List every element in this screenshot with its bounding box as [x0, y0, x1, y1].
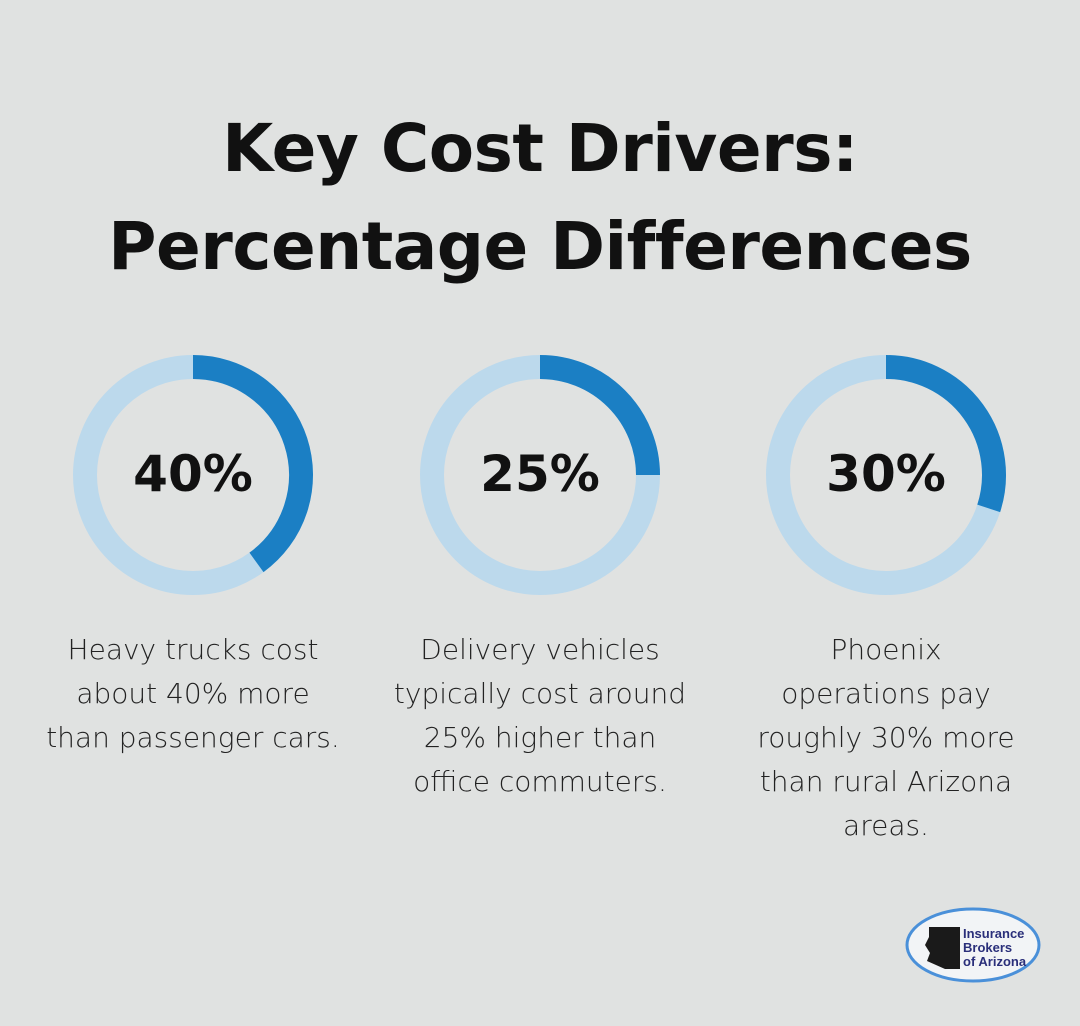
donut-value-arc: [539, 355, 660, 476]
stat-description: Delivery vehicles typically cost around …: [393, 633, 687, 798]
stat-card-3: 30% Phoenix operations pay roughly 30% m…: [736, 350, 1036, 848]
page-title: Key Cost Drivers: Percentage Differences: [0, 100, 1080, 296]
company-logo: Insurance Brokers of Arizona: [905, 907, 1041, 983]
donut-value-arc: [192, 355, 313, 573]
percentage-label: 40%: [133, 445, 253, 503]
donut-chart: [420, 355, 660, 595]
donut-chart: [766, 355, 1006, 595]
stat-description: Phoenix operations pay roughly 30% more …: [757, 633, 1015, 842]
svg-text:Brokers: Brokers: [963, 940, 1012, 955]
stat-card-2: 25% Delivery vehicles typically cost aro…: [390, 350, 690, 804]
title-line-1: Key Cost Drivers:: [222, 110, 858, 187]
donut-chart: [73, 355, 313, 595]
svg-text:Insurance: Insurance: [963, 926, 1024, 941]
svg-text:of Arizona: of Arizona: [963, 954, 1027, 969]
stat-card-1: 40% Heavy trucks cost about 40% more tha…: [43, 350, 343, 760]
percentage-label: 30%: [826, 445, 946, 503]
stat-description: Heavy trucks cost about 40% more than pa…: [46, 633, 340, 754]
title-line-2: Percentage Differences: [108, 208, 972, 285]
percentage-label: 25%: [480, 445, 600, 503]
donut-value-arc: [885, 355, 1006, 513]
